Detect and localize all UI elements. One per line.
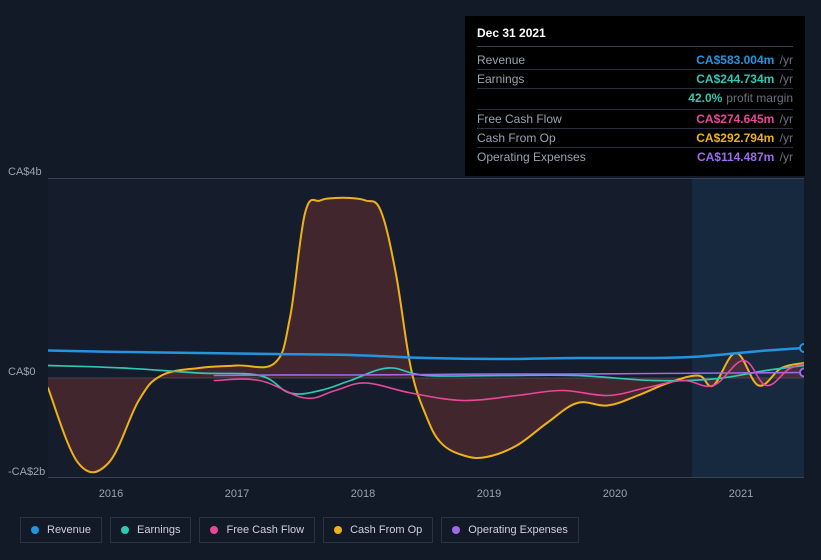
legend-dot: [452, 526, 460, 534]
legend-dot: [31, 526, 39, 534]
x-tick-label: 2019: [426, 488, 552, 500]
legend-label: Revenue: [47, 524, 91, 536]
tooltip-label: Free Cash Flow: [477, 112, 562, 126]
x-axis: 201620172018201920202021: [48, 480, 804, 508]
y-tick-label: -CA$2b: [8, 466, 45, 478]
legend-item[interactable]: Cash From Op: [323, 517, 433, 543]
legend-dot: [210, 526, 218, 534]
legend-item[interactable]: Earnings: [110, 517, 191, 543]
legend-item[interactable]: Revenue: [20, 517, 102, 543]
legend-label: Earnings: [137, 524, 180, 536]
tooltip-value: CA$244.734m /yr: [696, 72, 793, 86]
legend-dot: [121, 526, 129, 534]
legend-dot: [334, 526, 342, 534]
tooltip-value: CA$114.487m /yr: [697, 150, 793, 164]
legend-label: Operating Expenses: [468, 524, 568, 536]
tooltip-value: CA$274.645m /yr: [696, 112, 793, 126]
tooltip-panel: Dec 31 2021 Revenue CA$583.004m /yr Earnin…: [465, 16, 805, 176]
x-tick-label: 2018: [300, 488, 426, 500]
tooltip-date: Dec 31 2021: [477, 26, 793, 47]
y-tick-label: CA$4b: [8, 166, 42, 178]
tooltip-label: Cash From Op: [477, 131, 556, 145]
tooltip-label: Operating Expenses: [477, 150, 586, 164]
tooltip-row: Free Cash Flow CA$274.645m /yr: [477, 110, 793, 129]
x-tick-label: 2020: [552, 488, 678, 500]
tooltip-subrow: 42.0%profit margin: [477, 89, 793, 110]
tooltip-label: Revenue: [477, 53, 525, 67]
tooltip-row: Earnings CA$244.734m /yr: [477, 70, 793, 89]
legend-label: Free Cash Flow: [226, 524, 304, 536]
chart-plot: [48, 178, 804, 478]
legend-item[interactable]: Free Cash Flow: [199, 517, 315, 543]
tooltip-row: Revenue CA$583.004m /yr: [477, 51, 793, 70]
x-tick-label: 2021: [678, 488, 804, 500]
tooltip-label: Earnings: [477, 72, 524, 86]
tooltip-row: Operating Expenses CA$114.487m /yr: [477, 148, 793, 166]
legend-label: Cash From Op: [350, 524, 422, 536]
x-tick-label: 2016: [48, 488, 174, 500]
tooltip-value: CA$583.004m /yr: [696, 53, 793, 67]
y-tick-label: CA$0: [8, 366, 36, 378]
tooltip-value: CA$292.794m /yr: [696, 131, 793, 145]
x-tick-label: 2017: [174, 488, 300, 500]
legend-item[interactable]: Operating Expenses: [441, 517, 579, 543]
tooltip-row: Cash From Op CA$292.794m /yr: [477, 129, 793, 148]
legend: Revenue Earnings Free Cash Flow Cash From O…: [20, 517, 579, 543]
